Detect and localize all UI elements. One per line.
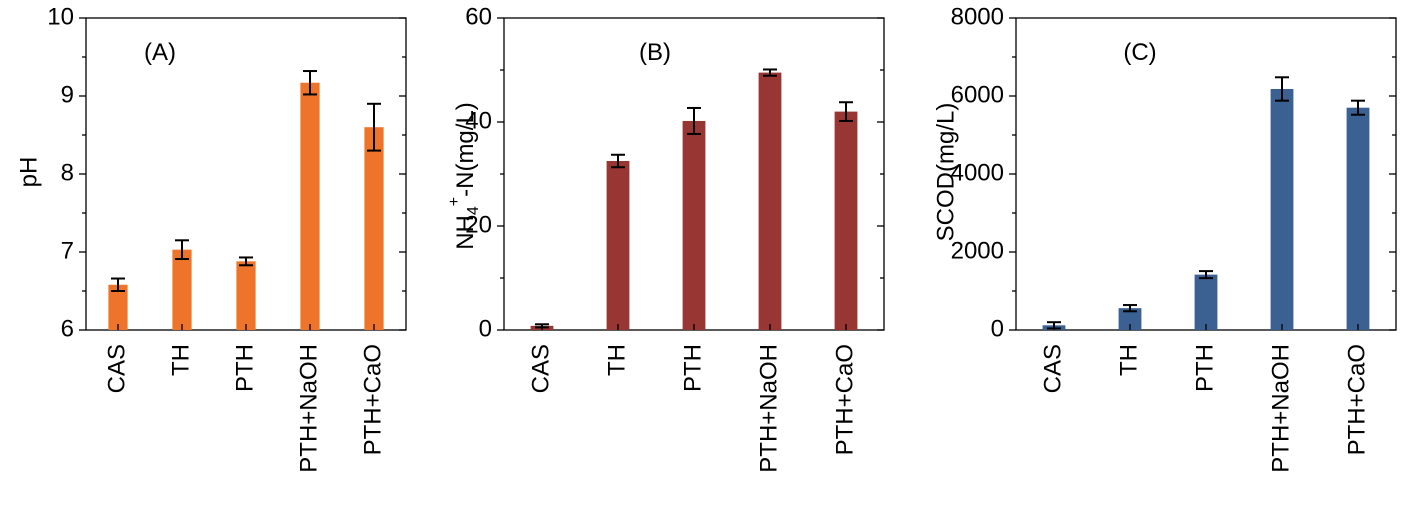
panel-b-category-label: PTH [679,344,706,392]
panel-a-ytick-label: 9 [61,81,74,108]
panel-b-plot: 0 20 40 60 CAS TH PTH PTH+NaOH PTH+CaO [465,3,885,473]
panel-a-errorbar [367,102,381,152]
panel-a-ytick-label: 7 [61,237,74,264]
panel-c-category-label: PTH [1191,344,1218,392]
panel-a-errorbar [303,70,317,96]
panel-a-category-label: PTH [231,344,258,392]
panel-b-bar-pth [682,120,706,331]
panel-b-ylabel-sub: 4 [465,206,482,215]
panel-a-errorbar [239,256,253,267]
panel-c-ytick-label: 4000 [951,159,1004,186]
panel-b-label: (B) [639,39,671,66]
panel-b-ylabel-sup: + [446,197,463,206]
panel-c-ytick-label: 2000 [951,237,1004,264]
panel-a-ytick-label: 8 [61,159,74,186]
panel-c-ytick-label: 0 [991,315,1004,342]
panel-b-ylabel-base: NH [452,215,479,250]
panel-a-plot: 6 7 8 9 10 CAS TH PTH PTH+NaOH PTH+CaO [47,3,407,473]
panel-a-bar-pth-naoh [300,82,320,331]
panel-c-plot: 0 2000 4000 6000 8000 CAS TH PTH PTH+NaOH PTH+CaO [951,3,1397,473]
panel-a-bar-th [172,249,192,330]
panel-a-category-label: PTH+NaOH [295,344,322,473]
panel-a-bar-pth [236,261,256,330]
panel-a-category-label: CAS [103,344,130,393]
panel-b-errorbar [763,68,777,77]
panel-a-errorbar [111,277,125,292]
panel-b-category-label: PTH+CaO [831,344,858,455]
panel-a-bar-pth-cao [364,127,384,330]
panel-b-category-label: PTH+NaOH [755,344,782,473]
panel-b-ylabel-rest: -N(mg/L) [452,102,479,197]
panel-c-errorbar [1351,99,1365,116]
panel-c-bar-pth-cao [1346,107,1370,330]
panel-b-errorbar [687,106,701,135]
panel-b-category-label: TH [603,344,630,376]
panel-b-errorbar [611,153,625,169]
panel-b-category-label: CAS [527,344,554,393]
panel-b-bar-pth-naoh [758,72,782,330]
panel-a: pH (A) 6 7 8 9 10 CAS TH PTH PTH+NaOH PTH+CaO [15,3,407,473]
panel-a-ytick-label: 6 [61,315,74,342]
panel-a-ylabel: pH [15,157,42,188]
panel-a-bar-cas [108,284,128,330]
panel-c-category-label: PTH+CaO [1343,344,1370,455]
panel-c: SCOD(mg/L) (C) 0 2000 4000 6000 8000 CAS TH PTH… [932,3,1397,473]
panel-c-bar-pth [1194,274,1218,330]
panel-c-errorbar [1199,270,1213,280]
panel-c-errorbar [1275,76,1289,102]
panel-c-bar-th [1118,308,1142,330]
panel-b-errorbar [839,101,853,122]
panel-b-ytick-label: 0 [479,315,492,342]
panel-c-label: (C) [1123,39,1156,66]
panel-c-errorbar [1123,304,1137,313]
panel-b-ytick-label: 40 [465,107,492,134]
panel-b-bar-pth-cao [834,111,858,330]
panel-c-ytick-label: 6000 [951,81,1004,108]
panel-c-category-label: TH [1115,344,1142,376]
panel-c-bar-pth-naoh [1270,88,1294,330]
panel-b-ytick-label: 60 [465,3,492,30]
panel-c-ylabel: SCOD(mg/L) [932,103,959,242]
panel-a-ytick-label: 10 [47,3,74,30]
panel-b-ylabel: NH4+-N(mg/L) [446,102,482,250]
panel-c-category-label: CAS [1039,344,1066,393]
panel-b-ytick-label: 20 [465,211,492,238]
panel-a-errorbar [175,239,189,261]
panel-a-label: (A) [144,39,176,66]
panel-c-category-label: PTH+NaOH [1267,344,1294,473]
panel-b-bar-th [606,161,630,330]
panel-a-category-label: TH [167,344,194,376]
panel-b: NH4+-N(mg/L) (B) 0 20 40 60 CAS TH PTH PTH+NaOH… [446,3,885,473]
panel-c-ytick-label: 8000 [951,3,1004,30]
panel-a-category-label: PTH+CaO [359,344,386,455]
